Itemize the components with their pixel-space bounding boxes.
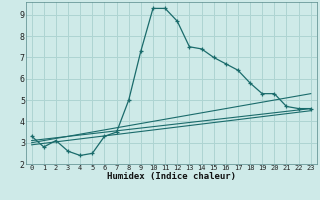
X-axis label: Humidex (Indice chaleur): Humidex (Indice chaleur) xyxy=(107,172,236,181)
